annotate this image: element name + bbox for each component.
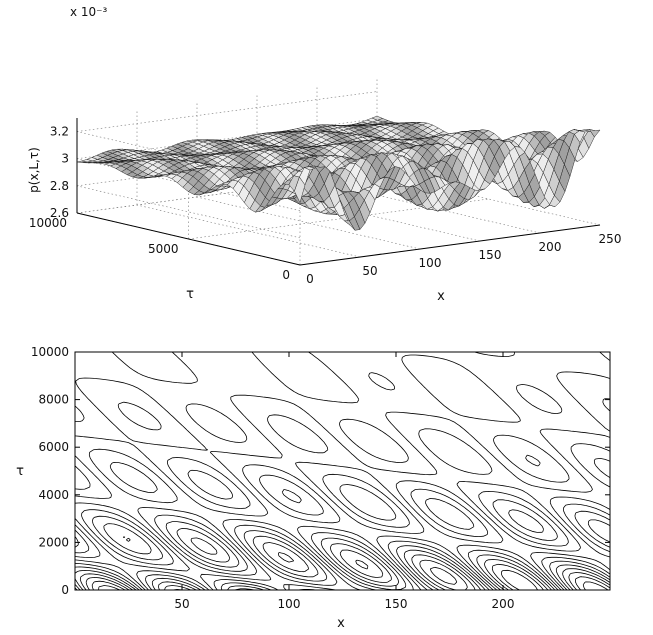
contour-line [74,458,611,591]
surface-x-tick-label: 250 [599,232,622,246]
surface-tau-tick-label: 5000 [148,242,179,256]
surface-y-axis-label: τ [186,287,194,302]
contour-y-tick-label: 10000 [31,345,69,359]
surface-x-tick-label: 100 [419,256,442,270]
contour-y-tick-label: 0 [61,583,69,597]
surface-x-tick-label: 50 [362,264,377,278]
contour-line [74,489,611,591]
contour-lines [74,351,611,591]
surface-z-tick-label: 2.6 [50,206,69,220]
contour-y-tick-label: 2000 [38,535,69,549]
contour-x-tick-label: 150 [385,597,408,611]
contour-line [172,559,538,591]
contour-line [74,519,611,591]
contour-line [91,566,611,591]
contour-line [74,398,611,591]
surface-tau-tick-label: 10000 [29,216,67,230]
contour-x-tick-label: 200 [492,597,515,611]
contour-line [98,581,609,591]
surface-x-tick-label: 0 [306,272,314,286]
surface-z-tick-label: 3 [61,152,69,166]
surface-x-axis-label: x [437,289,445,304]
contour-line [74,454,558,591]
contour-line [85,552,611,591]
surface-tau-tick-label: 0 [282,268,290,282]
surface-gridline [76,91,378,132]
surface-z-scale-note: x 10⁻³ [70,5,108,19]
contour-x-tick-label: 50 [174,597,189,611]
contour-x-tick-label: 100 [278,597,301,611]
contour-line [79,536,611,591]
surface-plot-axes [76,118,601,266]
contour-line [74,372,570,591]
surface-x-tick-label: 150 [479,248,502,262]
contour-line [164,537,544,591]
contour-line [158,509,549,591]
contour-y-tick-label: 8000 [38,393,69,407]
contour-y-tick-label: 4000 [38,488,69,502]
contour-y-axis-label: τ [16,464,24,479]
surface-x-tick-label: 200 [539,240,562,254]
surface-z-tick-label: 2.8 [50,179,69,193]
contour-plot-frame [74,351,611,591]
contour-line [74,351,611,591]
surface-z-axis-label: p(x,L,τ) [27,147,41,193]
surface-x-axis-line [299,224,601,266]
surface-z-tick-label: 3.2 [50,125,69,139]
surface-mesh [76,115,601,231]
contour-y-tick-label: 6000 [38,440,69,454]
surface-tau-axis-line [76,212,301,266]
surface-mesh-cell [588,129,601,138]
contour-x-axis-label: x [337,616,345,631]
